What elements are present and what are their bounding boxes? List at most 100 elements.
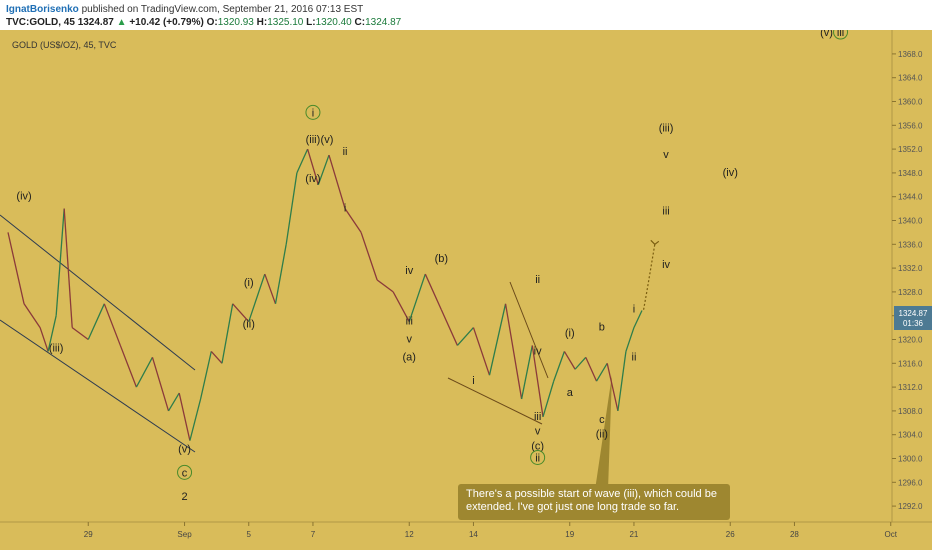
open-value: 1320.93 [217,17,254,28]
price-segment [274,244,287,304]
price-segment [456,327,474,346]
price-axis: 1292.0 1296.0 1300.0 1304.0 1308.0 1312.0 1316… [892,50,923,511]
y-tick-label: 1304.0 [898,431,923,440]
channel-upper-line [0,214,196,371]
wave-label: v [407,333,413,345]
wave-label: c [182,467,188,479]
high-value: 1325.10 [267,17,304,28]
price-tag-value: 1324.87 [899,309,928,318]
wave-label: ii [535,452,540,464]
wave-label: i [633,304,635,316]
price-segment [531,345,544,417]
wave-label: (iv) [16,191,31,203]
x-tick-label: 7 [311,530,316,539]
y-tick-label: 1336.0 [898,240,923,249]
high-label: H: [256,17,268,28]
wave-label: b [599,322,605,334]
projection-arrow-icon [650,239,660,246]
ohlc-line: TVC:GOLD, 45 1324.87 ▲ +10.42 (+0.79%) O… [6,17,401,28]
price-segment [167,392,180,412]
wave-label: (v) [820,30,833,39]
price-segment [135,357,154,388]
wave-label: iii [406,316,413,328]
price-segment [71,327,89,341]
change-value: +10.42 (+0.79%) [129,17,204,28]
wave-label: i [312,107,314,119]
price-segment [178,392,191,441]
wave-circle [833,30,849,40]
y-tick-label: 1344.0 [898,193,923,202]
wave-label: (c) [531,441,544,453]
wave-label: (iii) [306,134,321,146]
y-tick-label: 1364.0 [898,74,923,83]
price-segment [392,291,410,322]
price-segment [376,279,394,293]
price-tag: 1324.87 01:36 [894,306,932,330]
wave-labels: (iv)(iii)(v)c2(i)(ii)i(iii) (v)(iv)iiiivi… [16,30,849,503]
y-tick-label: 1328.0 [898,288,923,297]
price-segment [119,345,138,388]
price-segment [221,303,234,364]
price-segment [625,327,635,352]
price-series [7,148,660,441]
wedge-lower-line [447,377,543,425]
ticker-label: TVC:GOLD, 45 [6,17,75,28]
price-segment [47,315,57,352]
price-segment [595,362,608,382]
wave-label: (a) [403,351,416,363]
author-link[interactable]: IgnatBorisenko [6,4,79,15]
y-tick-label: 1296.0 [898,478,923,487]
y-tick-label: 1348.0 [898,169,923,178]
wave-label: i [344,203,346,215]
y-tick-label: 1308.0 [898,407,923,416]
price-segment [606,363,619,412]
price-segment [617,351,627,411]
x-tick-label: 28 [790,530,799,539]
annotation-note: There's a possible start of wave (iii), … [458,484,730,520]
price-segment [585,357,598,382]
y-tick-label: 1320.0 [898,336,923,345]
wave-label: v [663,149,669,161]
channel-lower-line [0,319,196,453]
y-tick-label: 1316.0 [898,359,923,368]
wave-label: ii [535,274,540,286]
price-segment [408,273,426,322]
x-tick-label: Sep [177,530,192,539]
symbol-label: GOLD (US$/OZ), 45, TVC [12,40,117,50]
price-segment [296,148,309,174]
wave-label: (i) [244,277,254,289]
wave-label: (iii) [49,342,64,354]
wave-label: c [599,414,605,426]
price-segment [23,303,41,328]
wave-label: (v) [178,444,191,456]
wave-label: (ii) [596,429,608,441]
y-tick-label: 1368.0 [898,50,923,59]
low-value: 1320.40 [315,17,352,28]
price-segment [87,303,105,340]
x-tick-label: Oct [885,530,898,539]
wave-label: v [535,426,541,438]
price-segment [285,172,298,245]
open-label: O: [206,17,218,28]
price-segment [360,232,378,281]
change-arrow-icon: ▲ [116,17,127,28]
price-segment [542,380,555,418]
price-segment [7,232,25,304]
price-segment [440,309,458,346]
price-segment [317,154,330,186]
x-tick-label: 19 [565,530,574,539]
publish-text: published on TradingView.com, September … [78,4,364,15]
price-segment [199,351,212,400]
last-price: 1324.87 [77,17,114,28]
x-tick-label: 5 [247,530,252,539]
wave-label: (b) [435,253,448,265]
low-label: L: [306,17,316,28]
price-tag-time: 01:36 [903,319,924,328]
time-axis: 29 Sep 5 7 12 14 19 21 26 28 Oct [84,522,898,539]
price-segment [264,273,277,305]
publish-line: IgnatBorisenko published on TradingView.… [6,4,363,15]
price-chart[interactable]: GOLD (US$/OZ), 45, TVC (iv)(iii)(v)c2(i)… [0,30,932,550]
price-segment [189,398,202,441]
x-tick-label: 26 [726,530,735,539]
price-segment [344,208,362,233]
